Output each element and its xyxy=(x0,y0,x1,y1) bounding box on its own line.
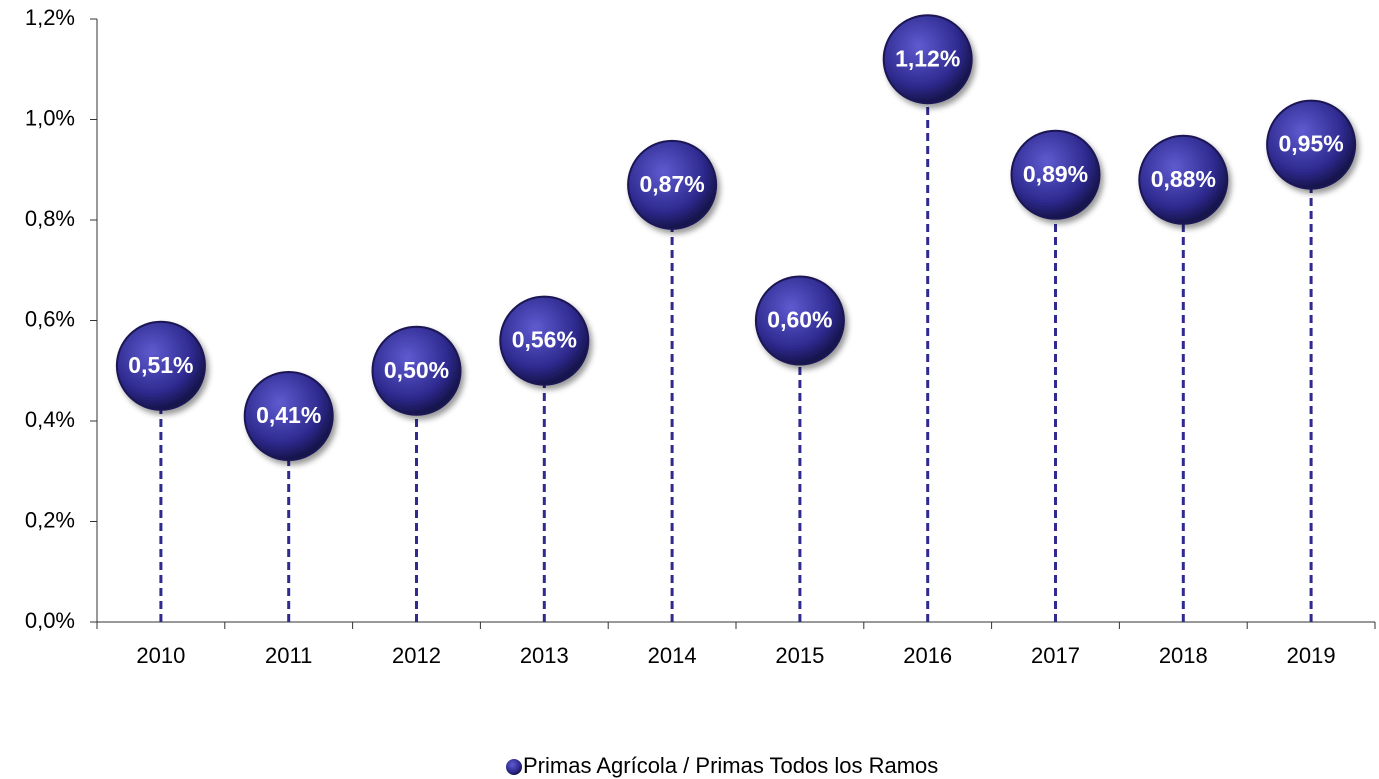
bubble xyxy=(371,325,462,416)
x-tick-label: 2017 xyxy=(1031,643,1080,668)
y-tick-label: 0,2% xyxy=(25,507,75,532)
x-tick-label: 2011 xyxy=(265,643,312,668)
x-tick-label: 2013 xyxy=(520,643,569,668)
x-tick-label: 2014 xyxy=(648,643,697,668)
value-label: 0,50% xyxy=(384,357,449,383)
bubble xyxy=(1266,99,1357,190)
value-label: 0,51% xyxy=(128,352,193,378)
y-tick-label: 0,0% xyxy=(25,608,75,633)
value-label: 0,60% xyxy=(767,307,832,333)
bubble xyxy=(243,370,334,461)
x-tick-label: 2012 xyxy=(392,643,441,668)
y-tick-label: 1,0% xyxy=(25,105,75,130)
bubble xyxy=(499,295,590,386)
y-tick-label: 0,6% xyxy=(25,306,75,331)
x-tick-label: 2015 xyxy=(775,643,824,668)
x-tick-label: 2010 xyxy=(136,643,185,668)
value-label: 0,89% xyxy=(1023,161,1088,187)
value-label: 0,41% xyxy=(256,402,321,428)
bubble xyxy=(115,320,206,411)
value-label: 0,88% xyxy=(1151,166,1216,192)
y-tick-label: 0,4% xyxy=(25,407,75,432)
y-tick-label: 1,2% xyxy=(25,5,75,30)
bubble xyxy=(1010,129,1101,220)
legend-label: Primas Agrícola / Primas Todos los Ramos xyxy=(523,753,938,778)
value-label: 1,12% xyxy=(895,45,960,71)
x-tick-label: 2016 xyxy=(903,643,952,668)
value-label: 0,95% xyxy=(1278,131,1343,157)
bubble xyxy=(627,139,718,230)
y-tick-label: 0,8% xyxy=(25,206,75,231)
x-tick-label: 2019 xyxy=(1287,643,1336,668)
bubble xyxy=(882,14,973,105)
value-label: 0,87% xyxy=(639,171,704,197)
bubble xyxy=(754,275,845,366)
x-tick-label: 2018 xyxy=(1159,643,1208,668)
bubble xyxy=(1138,134,1229,225)
legend-marker xyxy=(506,759,522,775)
value-label: 0,56% xyxy=(512,327,577,353)
